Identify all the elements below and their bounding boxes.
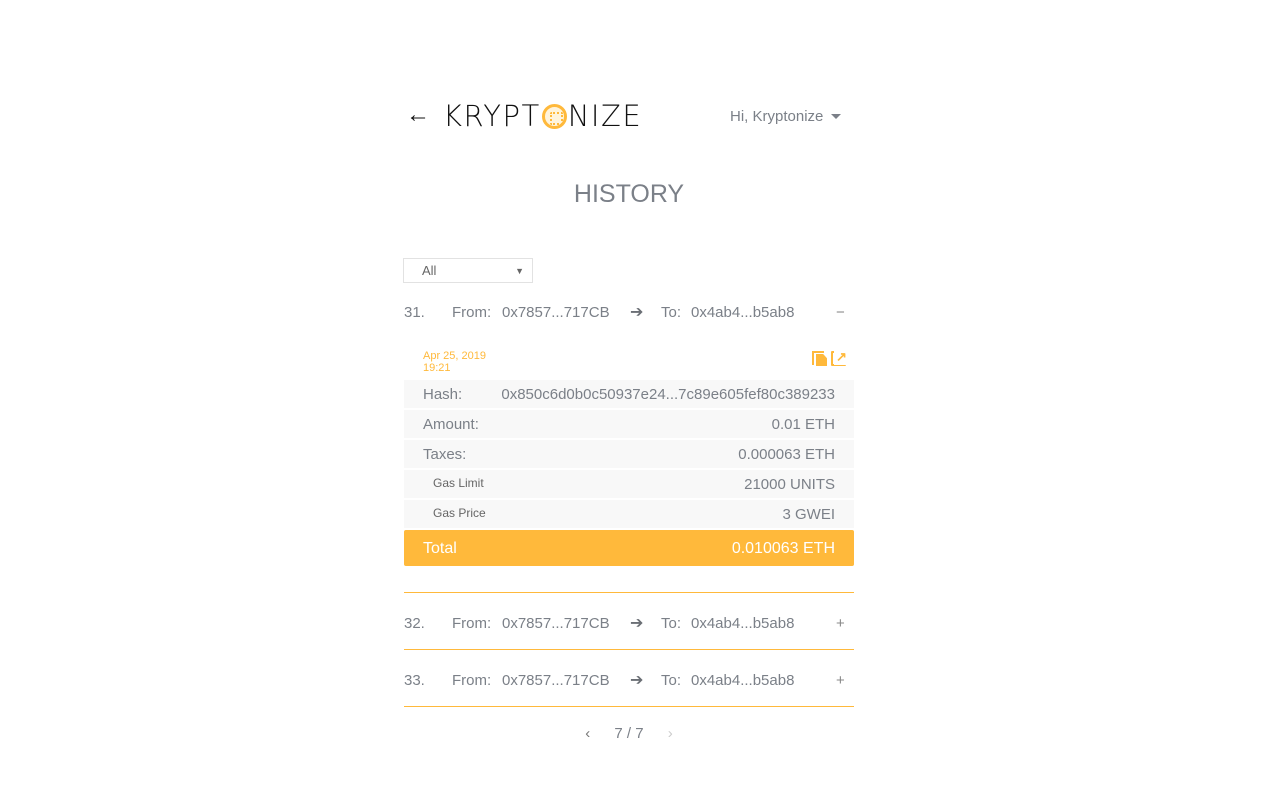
tx-time: 19:21 [423,362,451,374]
divider [404,706,854,707]
external-link-icon[interactable] [831,349,847,366]
transaction-row[interactable]: 31. From: 0x7857...717CB ➔ To: 0x4ab4...… [404,298,854,328]
to-address: 0x4ab4...b5ab8 [691,672,795,689]
tx-index: 33. [404,672,425,689]
tx-datetime: Apr 25, 2019 19:21 [423,350,486,374]
gas-limit-label: Gas Limit [433,476,484,490]
amount-label: Amount: [423,416,479,433]
to-label: To: [661,615,682,632]
gas-price-label: Gas Price [433,506,486,520]
page-title: HISTORY [573,180,685,208]
total-label: Total [423,540,457,557]
from-address: 0x7857...717CB [502,672,610,689]
amount-row: Amount: 0.01 ETH [404,410,854,438]
filter-select[interactable]: All ▼ [403,258,533,283]
total-value: 0.010063 ETH [731,540,835,557]
copy-icon[interactable] [812,351,827,366]
to-address: 0x4ab4...b5ab8 [691,615,795,632]
logo-text: NIZE [567,99,643,133]
hash-row: Hash: 0x850c6d0b0c50937e24...7c89e605fef8… [404,380,854,408]
prev-page-button[interactable]: ‹ [585,725,591,742]
logo-text: KRYPT [443,99,541,133]
hash-value: 0x850c6d0b0c50937e24...7c89e605fef80c389… [501,386,835,403]
back-arrow-icon[interactable]: ← [406,101,430,128]
taxes-value: 0.000063 ETH [738,446,835,463]
filter-value: All [422,263,437,278]
amount-value: 0.01 ETH [771,416,835,433]
gas-limit-row: Gas Limit 21000 UNITS [404,470,854,498]
page-indicator: 7 / 7 [614,725,644,742]
coin-icon [541,103,567,129]
tx-actions [812,349,847,366]
from-address: 0x7857...717CB [502,304,610,321]
tx-date: Apr 25, 2019 [423,350,486,362]
logo: KRYPT NIZE [443,100,642,132]
from-label: From: [452,304,492,321]
expand-toggle[interactable]: + [836,672,845,689]
caret-down-icon [831,114,842,119]
user-menu[interactable]: Hi, Kryptonize [730,108,842,125]
transaction-row[interactable]: 32. From: 0x7857...717CB ➔ To: 0x4ab4...… [404,609,854,639]
from-address: 0x7857...717CB [502,615,610,632]
arrow-right-icon: ➔ [630,672,644,689]
total-row: Total 0.010063 ETH [404,530,854,566]
to-label: To: [661,304,682,321]
tx-index: 31. [404,304,425,321]
taxes-label: Taxes: [423,446,467,463]
arrow-right-icon: ➔ [630,615,644,632]
taxes-row: Taxes: 0.000063 ETH [404,440,854,468]
greeting: Hi, Kryptonize [730,108,824,125]
arrow-right-icon: ➔ [630,304,644,321]
transaction-row[interactable]: 33. From: 0x7857...717CB ➔ To: 0x4ab4...… [404,666,854,696]
gas-price-row: Gas Price 3 GWEI [404,500,854,528]
dropdown-arrow-icon: ▼ [515,266,524,276]
next-page-button[interactable]: › [667,725,673,742]
tx-index: 32. [404,615,425,632]
divider [404,592,854,593]
to-label: To: [661,672,682,689]
gas-limit-value: 21000 UNITS [744,476,835,493]
pagination: ‹ 7 / 7 › [404,725,854,742]
expand-toggle[interactable]: + [836,615,845,632]
from-label: From: [452,615,492,632]
hash-label: Hash: [423,386,463,403]
gas-price-value: 3 GWEI [782,506,835,523]
from-label: From: [452,672,492,689]
to-address: 0x4ab4...b5ab8 [691,304,795,321]
collapse-toggle[interactable]: − [836,304,845,321]
divider [404,649,854,650]
